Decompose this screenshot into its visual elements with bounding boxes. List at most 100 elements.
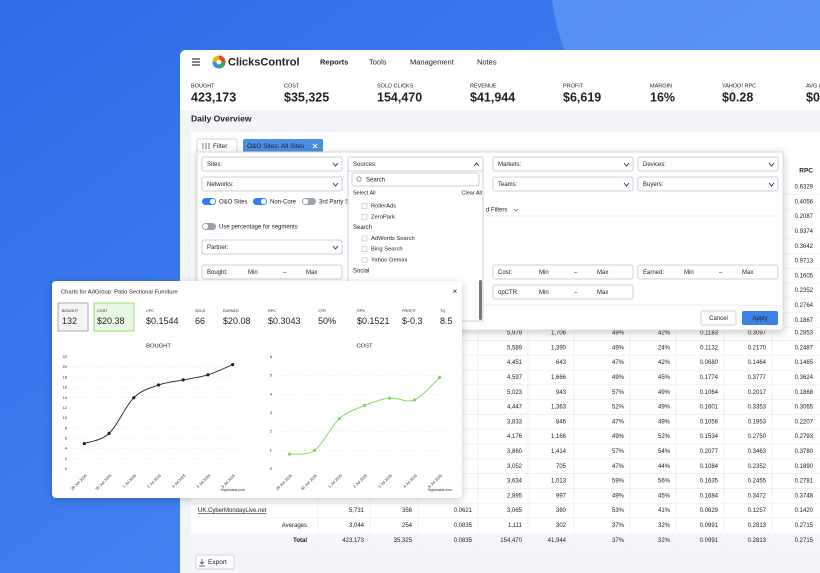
select-all[interactable]: Select All — [353, 190, 376, 196]
option: AdWords Search — [371, 236, 415, 242]
kpi-label: MARGIN — [650, 83, 672, 89]
table-cell: 3,065 — [507, 508, 523, 514]
chip-close[interactable] — [312, 143, 318, 149]
kpi-box[interactable] — [57, 302, 89, 332]
toggle-knob — [209, 198, 216, 205]
y-tick-label: 2 — [270, 429, 273, 434]
kpi-label: AVG I — [806, 83, 820, 89]
table-cell: 0.1132 — [700, 345, 719, 351]
brand: ClicksControl — [228, 56, 300, 68]
cancel-button[interactable] — [700, 310, 737, 326]
cancel-label: Cancel — [709, 316, 728, 322]
table-cell: 0.3777 — [748, 375, 767, 381]
checkbox[interactable] — [361, 214, 368, 220]
menu-icon[interactable] — [192, 58, 200, 66]
chip[interactable] — [243, 139, 323, 153]
header — [180, 50, 820, 74]
table-cell: 4,597 — [507, 375, 523, 381]
select-label: Partner: — [207, 245, 229, 251]
toggle-knob — [202, 223, 209, 230]
search-box[interactable] — [351, 172, 480, 187]
kpi-label: COST — [97, 309, 108, 313]
range-input[interactable] — [201, 264, 343, 280]
column-header: RPC — [799, 168, 813, 175]
kpi-label: BOUGHT — [191, 83, 215, 89]
checkbox[interactable] — [361, 203, 368, 209]
popup-close[interactable]: × — [453, 287, 458, 296]
table-cell: 643 — [556, 360, 567, 366]
kpi-label: BOUGHT — [62, 309, 79, 313]
table-cell: 0.2793 — [795, 434, 814, 440]
table-cell: 4,176 — [507, 434, 523, 440]
table-cell: 49% — [612, 434, 625, 440]
nav-item[interactable]: Reports — [320, 57, 348, 66]
table-cell: 49% — [612, 493, 625, 499]
select[interactable] — [637, 176, 779, 192]
header-fill — [180, 68, 820, 74]
select[interactable] — [492, 156, 634, 172]
apply-label: Apply — [752, 316, 767, 322]
y-tick-label: 14 — [63, 395, 68, 400]
table-cell: 52% — [612, 405, 625, 411]
kpi-value: 66 — [195, 316, 205, 326]
clear-all[interactable]: Clear All — [462, 190, 482, 196]
table-cell: 37% — [612, 523, 625, 529]
point — [82, 441, 86, 446]
table-cell: 360 — [556, 508, 567, 514]
range-input[interactable] — [492, 284, 634, 300]
site-link[interactable]: UK.CyberMondayLive.net — [198, 508, 267, 514]
y-tick-label: 3 — [270, 410, 273, 415]
table-cell: 45% — [658, 493, 671, 499]
table-cell: 1,706 — [551, 331, 567, 337]
table-cell: 0.1183 — [700, 331, 719, 337]
nav-item[interactable]: Tools — [369, 57, 387, 66]
select-label: Sites: — [207, 162, 222, 168]
search-icon — [356, 176, 362, 182]
range-min: Min — [684, 270, 694, 276]
kpi-value: 132 — [62, 316, 77, 326]
select[interactable] — [201, 156, 343, 172]
y-tick-label: 0 — [65, 466, 68, 471]
kpi-value: $0.28 — [722, 90, 753, 104]
kpi-label: SOLD — [195, 309, 206, 313]
table-cell: 49% — [612, 345, 625, 351]
y-tick-label: 16 — [63, 385, 68, 390]
table-cell: 3,833 — [507, 419, 523, 425]
range-input[interactable] — [492, 264, 634, 280]
point — [312, 448, 317, 452]
option: ZeroPark — [371, 214, 395, 220]
group-header: Social — [353, 268, 369, 274]
table-cell: 0.1601 — [700, 405, 719, 411]
table-cell: 5,589 — [507, 345, 523, 351]
table-cell: 0.1064 — [700, 390, 719, 396]
y-tick-label: 18 — [63, 374, 68, 379]
checkbox[interactable] — [361, 257, 368, 263]
toggle-knob — [302, 198, 309, 205]
toggle-label: O&O Sites — [219, 199, 247, 205]
kpi-box[interactable] — [93, 302, 135, 332]
export-button[interactable] — [195, 554, 235, 570]
table-cell: 0.1084 — [700, 464, 719, 470]
point — [206, 373, 210, 377]
range-input[interactable] — [637, 264, 779, 280]
select[interactable] — [637, 156, 779, 172]
select[interactable] — [492, 176, 634, 192]
select[interactable] — [201, 176, 343, 192]
range-max: Max — [597, 290, 608, 296]
range-max: Max — [306, 270, 317, 276]
point — [107, 431, 111, 435]
checkbox[interactable] — [361, 235, 368, 242]
point — [156, 383, 161, 387]
checkbox[interactable] — [361, 246, 368, 252]
section-title: Daily Overview — [191, 113, 252, 123]
kpi-value: 50% — [318, 316, 336, 326]
table-cell: 57% — [612, 449, 625, 455]
select[interactable] — [201, 239, 343, 255]
nav-item[interactable]: Management — [410, 57, 455, 66]
y-tick-label: 12 — [63, 405, 68, 410]
apply-button[interactable] — [742, 311, 778, 325]
table-cell: 0.4056 — [795, 199, 814, 205]
nav-item[interactable]: Notes — [477, 57, 497, 66]
table-cell: 41,944 — [548, 538, 567, 544]
table-cell: 254 — [402, 523, 413, 529]
